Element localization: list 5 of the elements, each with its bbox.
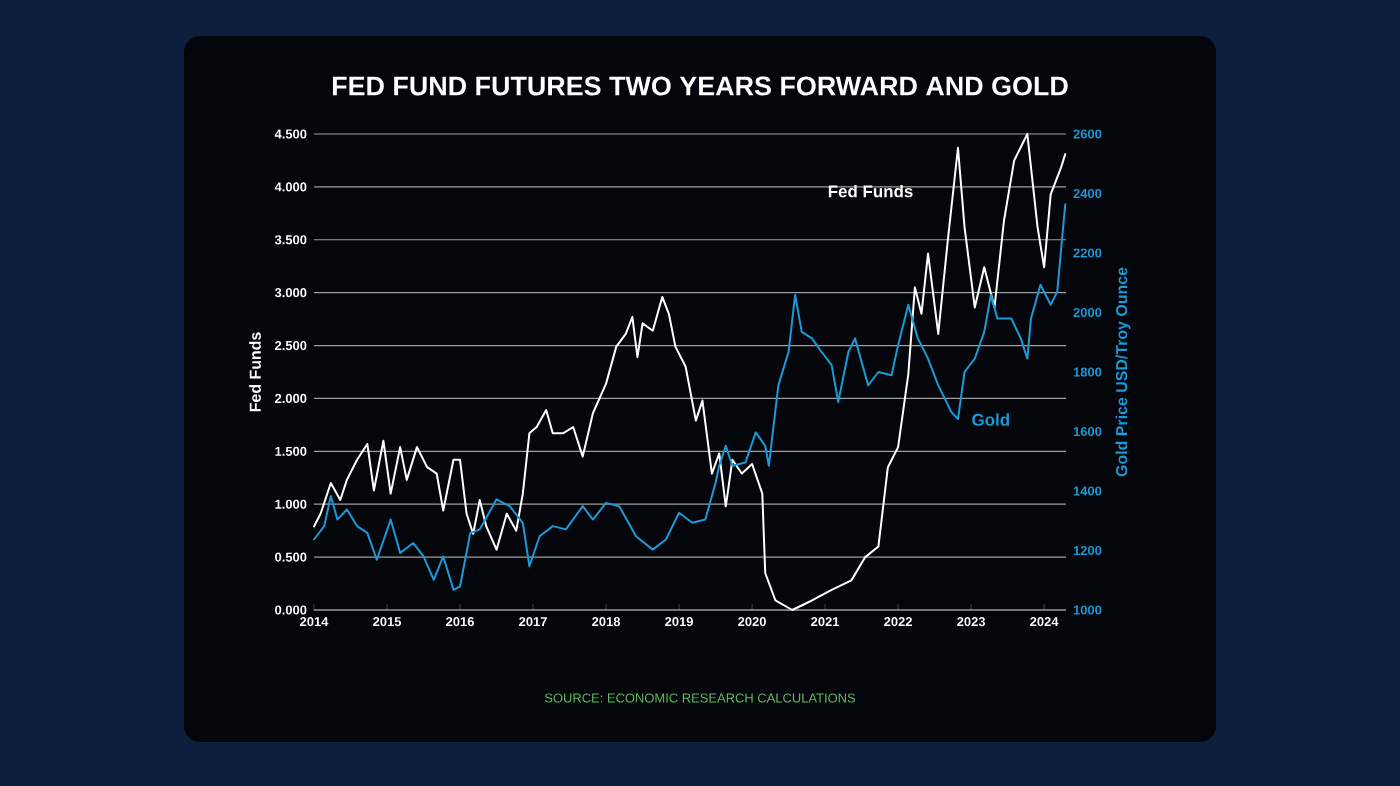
line-series (313, 133, 1067, 611)
chart-title: FED FUND FUTURES TWO YEARS FORWARD AND GOLD (332, 76, 1068, 96)
series-label: Gold (972, 413, 1009, 426)
text: Fed Funds (828, 184, 913, 198)
line-series (313, 203, 1067, 591)
